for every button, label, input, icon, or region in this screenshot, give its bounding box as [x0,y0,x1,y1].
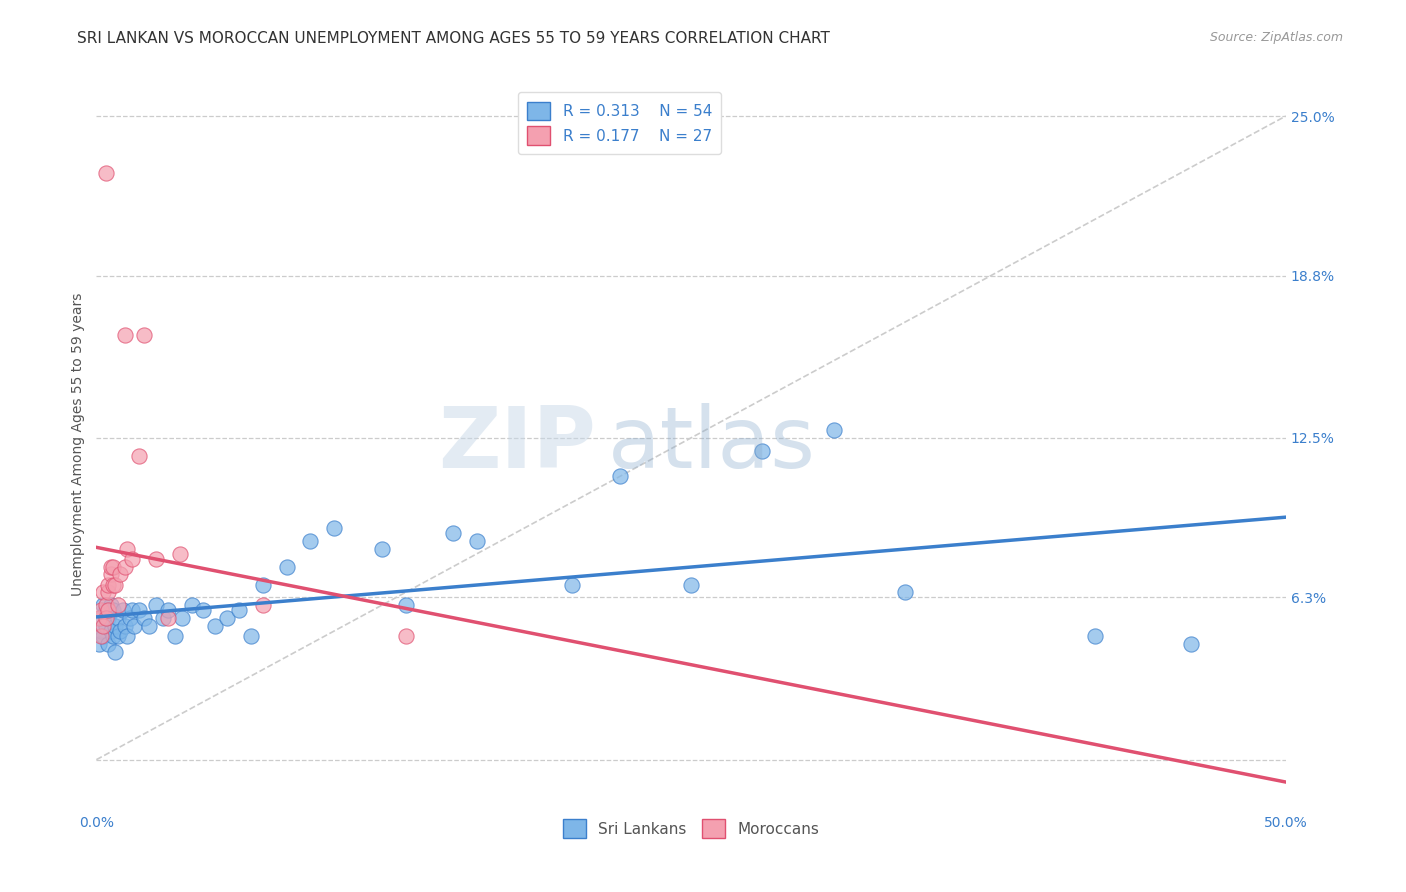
Point [94,166,117,180]
Point [323,521,346,535]
Point [93,585,115,599]
Point [252,577,274,591]
Point [132,611,155,625]
Point [101,577,124,591]
Point [101,559,124,574]
Point [97,577,120,591]
Point [145,598,167,612]
Point [104,644,127,658]
Point [117,541,139,556]
Point [93,619,115,633]
Point [104,619,127,633]
Point [128,603,150,617]
Point [114,559,136,574]
Point [894,585,917,599]
Point [104,577,127,591]
Point [117,629,139,643]
Point [100,567,122,582]
Point [90,603,112,617]
Point [94,603,117,617]
Point [394,629,416,643]
Point [609,469,631,483]
Point [100,624,122,638]
Point [299,533,322,548]
Point [152,611,174,625]
Point [107,611,129,625]
Point [108,567,131,582]
Point [156,611,179,625]
Point [441,526,464,541]
Point [101,629,124,643]
Point [87,637,110,651]
Y-axis label: Unemployment Among Ages 55 to 59 years: Unemployment Among Ages 55 to 59 years [72,293,86,596]
Point [561,577,583,591]
Point [681,577,703,591]
Point [1180,637,1202,651]
Point [97,637,120,651]
Point [90,624,112,638]
Point [118,611,141,625]
Point [145,552,167,566]
Point [751,443,773,458]
Legend: Sri Lankans, Moroccans: Sri Lankans, Moroccans [557,813,825,844]
Point [823,423,845,437]
Point [107,598,129,612]
Point [156,603,179,617]
Point [169,547,191,561]
Point [465,533,488,548]
Point [163,629,186,643]
Text: Source: ZipAtlas.com: Source: ZipAtlas.com [1209,31,1343,45]
Point [121,552,143,566]
Point [114,619,136,633]
Point [90,629,112,643]
Point [97,611,120,625]
Point [1084,629,1107,643]
Point [180,598,202,612]
Point [132,327,155,342]
Point [93,598,115,612]
Point [94,598,117,612]
Point [100,598,122,612]
Point [124,619,146,633]
Point [240,629,263,643]
Point [252,598,274,612]
Point [94,619,117,633]
Point [111,603,134,617]
Point [138,619,160,633]
Text: SRI LANKAN VS MOROCCAN UNEMPLOYMENT AMONG AGES 55 TO 59 YEARS CORRELATION CHART: SRI LANKAN VS MOROCCAN UNEMPLOYMENT AMON… [77,31,830,46]
Point [170,611,193,625]
Point [193,603,215,617]
Point [217,611,239,625]
Point [90,611,112,625]
Point [121,603,143,617]
Point [204,619,226,633]
Point [394,598,416,612]
Point [228,603,250,617]
Point [97,585,120,599]
Text: atlas: atlas [607,403,815,486]
Point [108,624,131,638]
Text: ZIP: ZIP [439,403,596,486]
Point [114,327,136,342]
Point [128,449,150,463]
Point [107,629,129,643]
Point [87,611,110,625]
Point [276,559,298,574]
Point [97,603,120,617]
Point [101,603,124,617]
Point [371,541,394,556]
Point [100,559,122,574]
Point [94,611,117,625]
Point [93,629,115,643]
